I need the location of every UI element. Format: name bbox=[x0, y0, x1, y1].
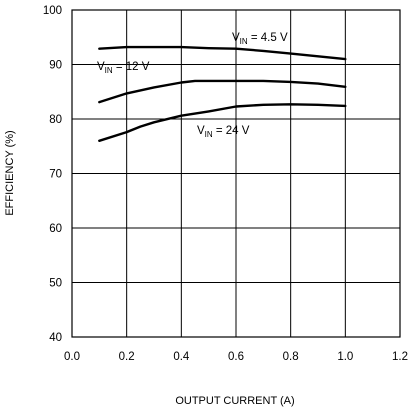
x-axis-title: OUTPUT CURRENT (A) bbox=[175, 395, 294, 407]
series-line-vin-4-5v bbox=[98, 45, 347, 61]
y-tick-label: 40 bbox=[49, 332, 62, 344]
series-label-vin-24v: VIN = 24 V bbox=[197, 125, 250, 139]
plot-border bbox=[71, 9, 401, 338]
x-tick-label: 0.4 bbox=[173, 351, 190, 363]
plot-frame bbox=[71, 9, 401, 338]
tick-labels: 0.0 0.2 0.4 0.6 0.8 1.0 1.2 40 50 60 70 80 90 100 bbox=[43, 5, 408, 363]
x-tick-label: 0.6 bbox=[228, 351, 244, 363]
y-axis-title: EFFICIENCY (%) bbox=[4, 130, 16, 215]
x-tick-label: 0.2 bbox=[119, 351, 135, 363]
y-tick-label: 70 bbox=[49, 169, 62, 181]
y-tick-label: 80 bbox=[49, 114, 62, 126]
y-tick-label: 60 bbox=[49, 223, 62, 235]
x-tick-label: 0.8 bbox=[283, 351, 299, 363]
y-tick-label: 100 bbox=[43, 5, 62, 17]
series-label-vin-12v: VIN = 12 V bbox=[97, 61, 150, 75]
x-tick-label: 0.0 bbox=[64, 351, 80, 363]
series-lines bbox=[98, 45, 347, 143]
series-label-vin-4-5v: VIN = 4.5 V bbox=[232, 32, 288, 46]
series-line-vin-24v bbox=[98, 103, 347, 143]
series-line-vin-12v bbox=[98, 79, 347, 104]
y-tick-label: 50 bbox=[49, 278, 62, 290]
series-labels: VIN = 4.5 V VIN = 12 V VIN = 24 V bbox=[97, 32, 288, 139]
x-tick-label: 1.2 bbox=[392, 351, 408, 363]
y-tick-label: 90 bbox=[49, 60, 62, 72]
grid bbox=[72, 10, 400, 337]
x-tick-label: 1.0 bbox=[337, 351, 353, 363]
